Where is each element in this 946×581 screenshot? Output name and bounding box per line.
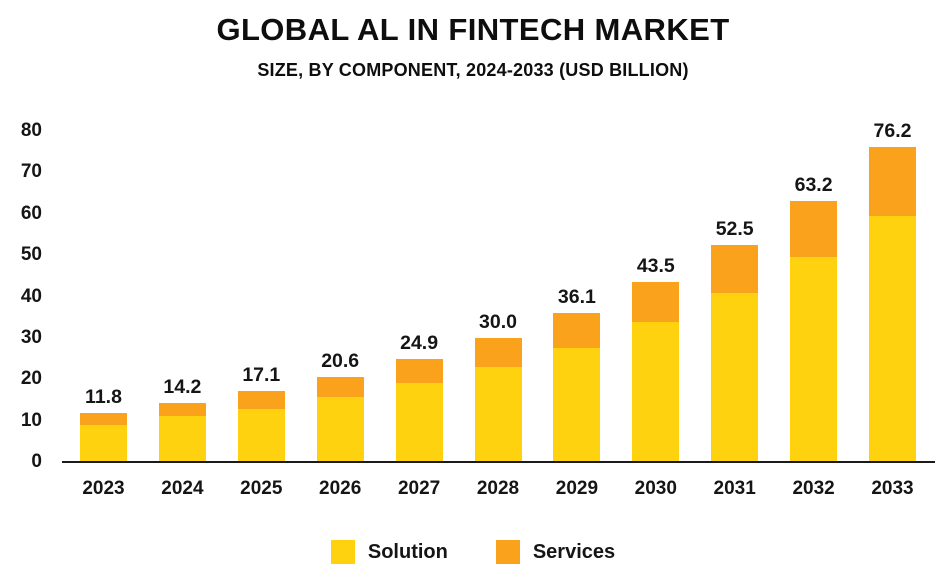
bar-total-label: 52.5 xyxy=(715,217,754,240)
bar-segment-services-2024 xyxy=(158,403,206,417)
bar-segment-services-2033 xyxy=(869,146,916,217)
bar-segment-services-2029 xyxy=(553,312,601,348)
legend-item-solution: Solution xyxy=(330,540,448,564)
x-axis-label: 2027 xyxy=(397,478,441,499)
x-axis-label: 2026 xyxy=(319,478,362,499)
x-axis-line xyxy=(62,461,935,463)
y-tick-label: 40 xyxy=(20,285,42,307)
x-axis-label: 2031 xyxy=(713,478,756,499)
bar-segment-solution-2025 xyxy=(237,409,285,462)
bar-segment-solution-2023 xyxy=(80,425,127,462)
y-tick-label: 60 xyxy=(20,202,42,224)
bar-total-label: 14.2 xyxy=(163,376,202,399)
legend-label-solution: Solution xyxy=(367,540,448,563)
legend-label-services: Services xyxy=(532,540,616,563)
bar-segment-services-2030 xyxy=(632,282,680,322)
x-axis-label: 2030 xyxy=(634,478,677,499)
y-tick-label: 0 xyxy=(31,451,42,472)
y-tick-label: 80 xyxy=(20,120,42,141)
x-axis-label: 2028 xyxy=(476,478,520,499)
bar-segment-solution-2027 xyxy=(395,383,443,462)
bar-total-label: 24.9 xyxy=(400,331,439,354)
bar-segment-solution-2024 xyxy=(158,416,206,462)
bar-total-label: 30.0 xyxy=(479,310,517,333)
chart-title: GLOBAL AL IN FINTECH MARKET xyxy=(216,12,730,47)
y-tick-label: 50 xyxy=(20,244,42,266)
x-axis-label: 2032 xyxy=(792,478,835,499)
bar-segment-services-2027 xyxy=(395,358,443,384)
x-axis-label: 2033 xyxy=(871,478,914,499)
y-tick-label: 10 xyxy=(20,409,42,431)
bar-segment-solution-2026 xyxy=(316,396,364,462)
x-axis-label: 2024 xyxy=(161,478,204,499)
y-tick-label: 20 xyxy=(20,368,42,390)
chart-subtitle: SIZE, BY COMPONENT, 2024-2033 (USD BILLI… xyxy=(257,60,689,80)
bar-total-label: 11.8 xyxy=(85,386,122,409)
bar-total-label: 76.2 xyxy=(873,119,912,142)
bar-segment-solution-2033 xyxy=(869,216,916,462)
x-axis-label: 2023 xyxy=(82,478,125,499)
bar-segment-services-2026 xyxy=(316,376,364,397)
y-tick-label: 30 xyxy=(20,326,42,348)
legend-item-services: Services xyxy=(495,540,616,564)
bar-total-label: 20.6 xyxy=(321,349,360,372)
bar-segment-services-2028 xyxy=(474,337,522,367)
x-axis-label: 2029 xyxy=(555,478,599,499)
bar-segment-services-2025 xyxy=(237,391,285,410)
legend-swatch-solution-icon xyxy=(330,540,355,564)
bar-segment-solution-2028 xyxy=(474,366,522,462)
bar-segment-solution-2031 xyxy=(711,293,759,462)
bar-total-label: 63.2 xyxy=(794,173,833,196)
y-tick-label: 70 xyxy=(20,161,42,183)
x-axis-label: 2025 xyxy=(240,478,283,499)
legend: Solution Services xyxy=(0,538,946,566)
bar-total-label: 17.1 xyxy=(242,364,281,387)
bar-segment-solution-2032 xyxy=(790,256,838,462)
bar-segment-solution-2030 xyxy=(632,321,680,462)
bar-segment-services-2023 xyxy=(80,413,127,426)
bar-segment-solution-2029 xyxy=(553,347,601,462)
legend-swatch-services-icon xyxy=(495,540,520,564)
bar-total-label: 43.5 xyxy=(636,255,675,278)
bar-segment-services-2032 xyxy=(790,200,838,257)
bar-total-label: 36.1 xyxy=(557,285,596,308)
bar-segment-services-2031 xyxy=(711,244,759,294)
